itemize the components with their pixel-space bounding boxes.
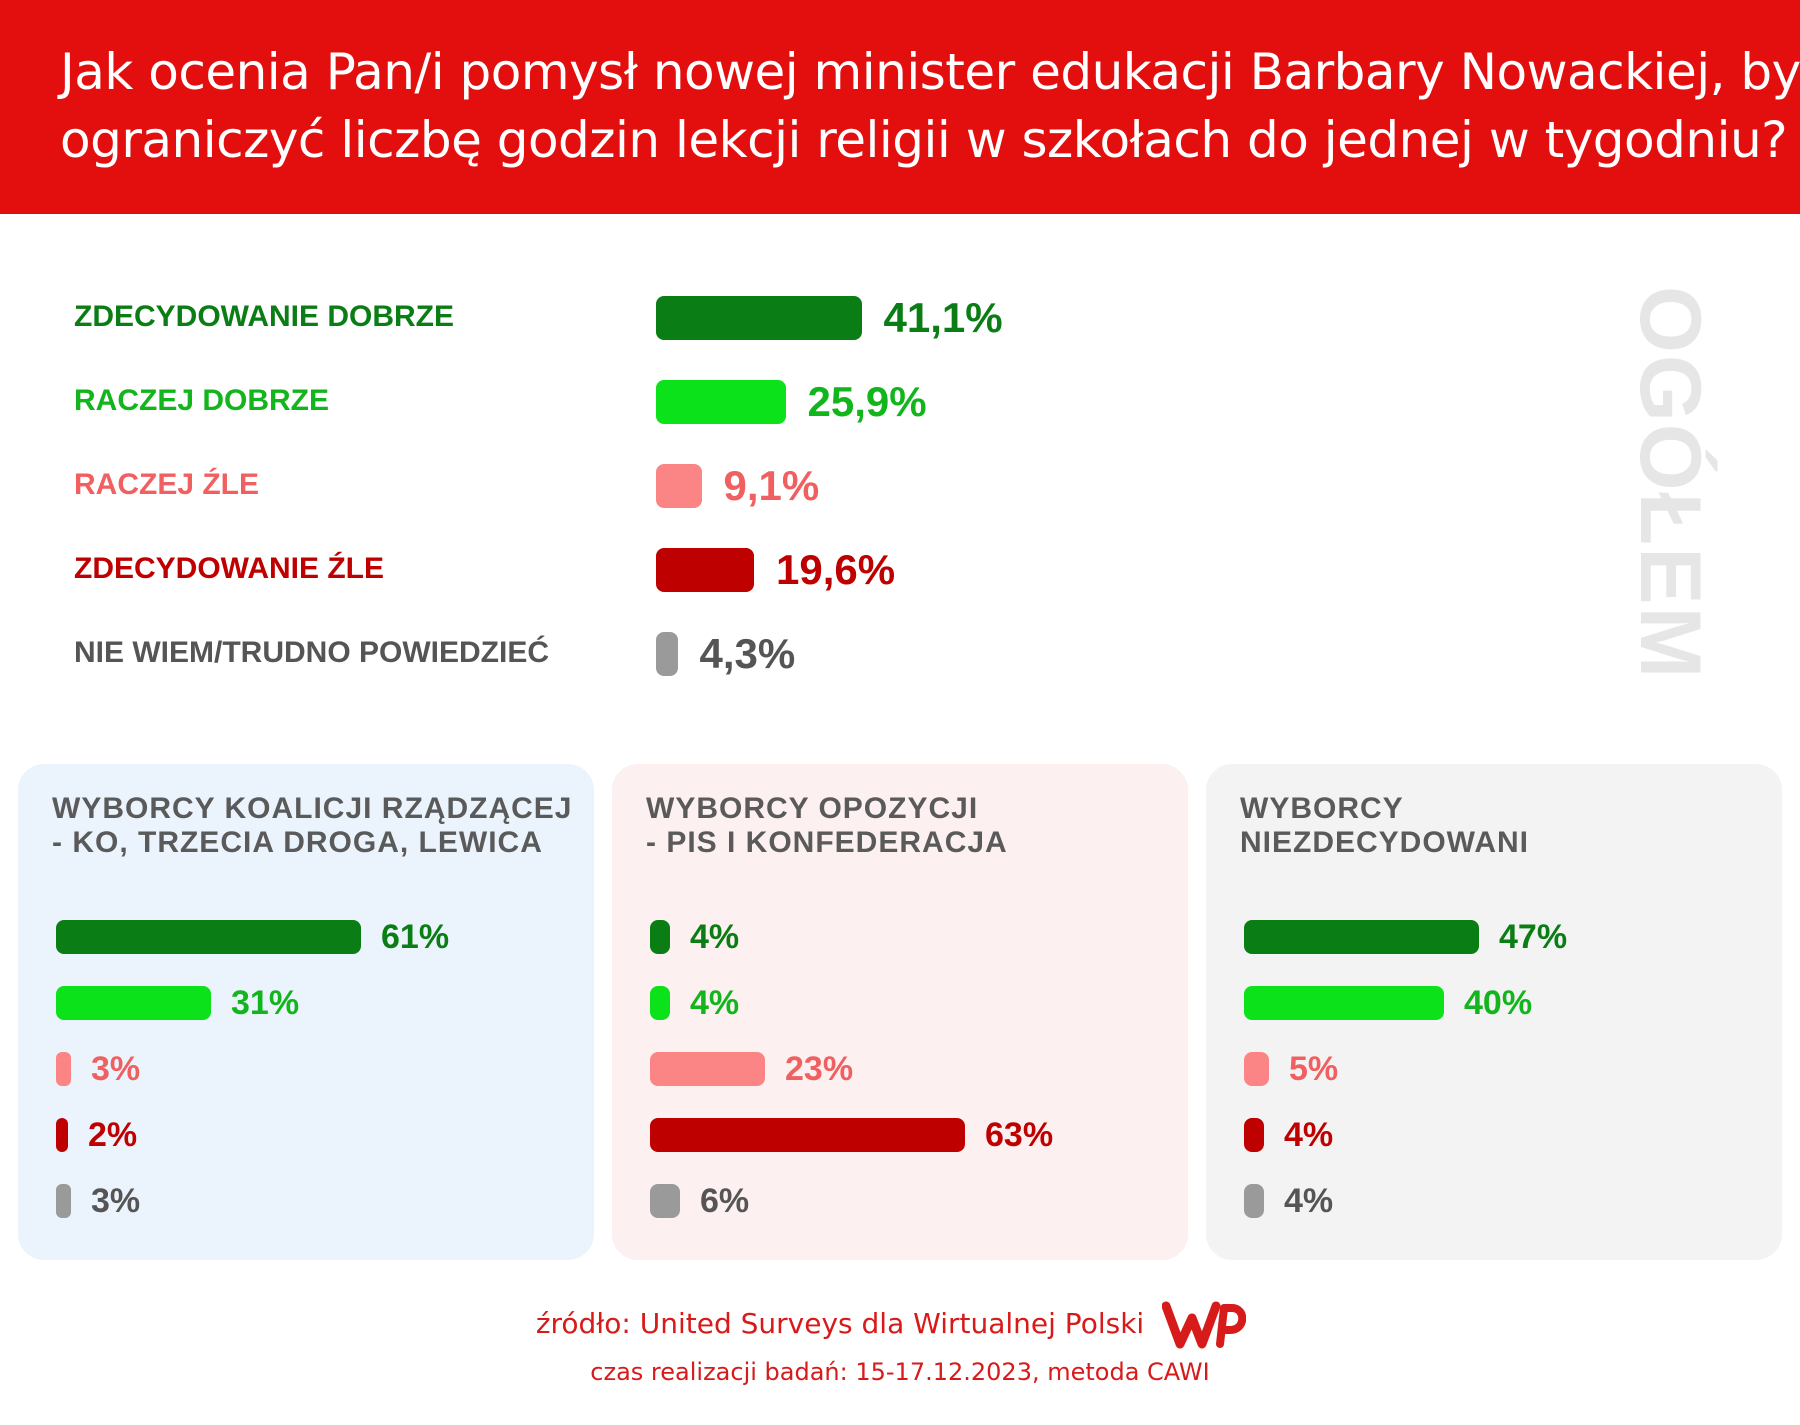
value-label: 41,1% <box>883 294 1003 341</box>
bar-raczej-dobrze <box>656 380 786 424</box>
panel-row-zdecydowanie-dobrze: 4% <box>612 914 1188 958</box>
panel-title-line2: NIEZDECYDOWANI <box>1240 826 1530 859</box>
value-label: 31% <box>231 984 300 1022</box>
panel-row-raczej-zle: 5% <box>1206 1046 1782 1090</box>
panel-title: WYBORCY NIEZDECYDOWANI <box>1240 792 1529 860</box>
category-label: NIE WIEM/TRUDNO POWIEDZIEĆ <box>74 636 549 669</box>
method-note: czas realizacji badań: 15-17.12.2023, me… <box>590 1358 1210 1386</box>
panel-niezdecydowani: WYBORCY NIEZDECYDOWANI 47% 40% 5% 4% 4% <box>1206 764 1782 1260</box>
panel-row-zdecydowanie-zle: 2% <box>18 1112 594 1156</box>
value-label: 4% <box>1284 1116 1334 1154</box>
bar-raczej-zle <box>650 1052 765 1086</box>
panel-title-line1: WYBORCY <box>1240 792 1404 825</box>
value-label: 4% <box>690 984 740 1022</box>
source-note: źródło: United Surveys dla Wirtualnej Po… <box>535 1307 1145 1340</box>
value-label: 23% <box>785 1050 854 1088</box>
panel-row-zdecydowanie-dobrze: 47% <box>1206 914 1782 958</box>
panel-row-raczej-dobrze: 31% <box>18 980 594 1024</box>
bar-raczej-zle <box>656 464 702 508</box>
bar-zdecydowanie-zle <box>650 1118 965 1152</box>
main-row-raczej-dobrze: RACZEJ DOBRZE 25,9% <box>0 370 1800 430</box>
value-label: 40% <box>1464 984 1533 1022</box>
category-label: RACZEJ ŹLE <box>74 468 260 501</box>
chart-title-line1: Jak ocenia Pan/i pomysł nowej minister e… <box>60 43 1800 101</box>
main-row-nie-wiem: NIE WIEM/TRUDNO POWIEDZIEĆ 4,3% <box>0 622 1800 682</box>
panel-title-line2: - KO, TRZECIA DROGA, LEWICA <box>52 826 543 859</box>
bar-zdecydowanie-dobrze <box>656 296 862 340</box>
panel-row-nie-wiem: 6% <box>612 1178 1188 1222</box>
chart-title-line2: ograniczyć liczbę godzin lekcji religii … <box>60 111 1788 169</box>
panel-koalicja: WYBORCY KOALICJI RZĄDZĄCEJ - KO, TRZECIA… <box>18 764 594 1260</box>
panel-row-nie-wiem: 4% <box>1206 1178 1782 1222</box>
main-row-raczej-zle: RACZEJ ŹLE 9,1% <box>0 454 1800 514</box>
main-row-zdecydowanie-zle: ZDECYDOWANIE ŹLE 19,6% <box>0 538 1800 598</box>
value-label: 5% <box>1289 1050 1339 1088</box>
value-label: 63% <box>985 1116 1054 1154</box>
value-label: 4,3% <box>699 630 796 677</box>
value-label: 3% <box>91 1182 141 1220</box>
bar-zdecydowanie-zle <box>656 548 754 592</box>
bar-zdecydowanie-dobrze <box>650 920 670 954</box>
header-banner: Jak ocenia Pan/i pomysł nowej minister e… <box>0 0 1800 214</box>
value-label: 3% <box>91 1050 141 1088</box>
panel-row-zdecydowanie-zle: 4% <box>1206 1112 1782 1156</box>
value-label: 6% <box>700 1182 750 1220</box>
panel-row-zdecydowanie-dobrze: 61% <box>18 914 594 958</box>
value-label: 4% <box>1284 1182 1334 1220</box>
bar-zdecydowanie-dobrze <box>56 920 361 954</box>
bar-nie-wiem <box>650 1184 680 1218</box>
value-label: 25,9% <box>807 378 927 425</box>
panel-title-line1: WYBORCY OPOZYCJI <box>646 792 979 825</box>
side-label-ogolem: OGÓŁEM <box>1622 286 1718 681</box>
bar-zdecydowanie-zle <box>1244 1118 1264 1152</box>
main-row-zdecydowanie-dobrze: ZDECYDOWANIE DOBRZE 41,1% <box>0 286 1800 346</box>
bar-raczej-dobrze <box>1244 986 1444 1020</box>
panel-row-nie-wiem: 3% <box>18 1178 594 1222</box>
wp-logo-icon <box>1162 1301 1246 1349</box>
panel-title: WYBORCY OPOZYCJI - PIS I KONFEDERACJA <box>646 792 1008 860</box>
panel-row-raczej-zle: 23% <box>612 1046 1188 1090</box>
value-label: 61% <box>381 918 450 956</box>
panel-opozycja: WYBORCY OPOZYCJI - PIS I KONFEDERACJA 4%… <box>612 764 1188 1260</box>
panel-title: WYBORCY KOALICJI RZĄDZĄCEJ - KO, TRZECIA… <box>52 792 572 860</box>
bar-raczej-zle <box>56 1052 71 1086</box>
category-label: ZDECYDOWANIE ŹLE <box>74 552 385 585</box>
bar-nie-wiem <box>656 632 678 676</box>
panel-row-raczej-dobrze: 40% <box>1206 980 1782 1024</box>
panel-row-raczej-zle: 3% <box>18 1046 594 1090</box>
bar-raczej-dobrze <box>650 986 670 1020</box>
bar-raczej-zle <box>1244 1052 1269 1086</box>
value-label: 4% <box>690 918 740 956</box>
category-label: RACZEJ DOBRZE <box>74 384 330 417</box>
panel-title-line2: - PIS I KONFEDERACJA <box>646 826 1008 859</box>
bar-raczej-dobrze <box>56 986 211 1020</box>
value-label: 19,6% <box>776 546 896 593</box>
panel-row-zdecydowanie-zle: 63% <box>612 1112 1188 1156</box>
panel-title-line1: WYBORCY KOALICJI RZĄDZĄCEJ <box>52 792 573 825</box>
bar-zdecydowanie-zle <box>56 1118 68 1152</box>
value-label: 9,1% <box>723 462 820 509</box>
value-label: 2% <box>88 1116 138 1154</box>
value-label: 47% <box>1499 918 1568 956</box>
bar-nie-wiem <box>56 1184 71 1218</box>
bar-zdecydowanie-dobrze <box>1244 920 1479 954</box>
bar-nie-wiem <box>1244 1184 1264 1218</box>
category-label: ZDECYDOWANIE DOBRZE <box>74 300 455 333</box>
panel-row-raczej-dobrze: 4% <box>612 980 1188 1024</box>
